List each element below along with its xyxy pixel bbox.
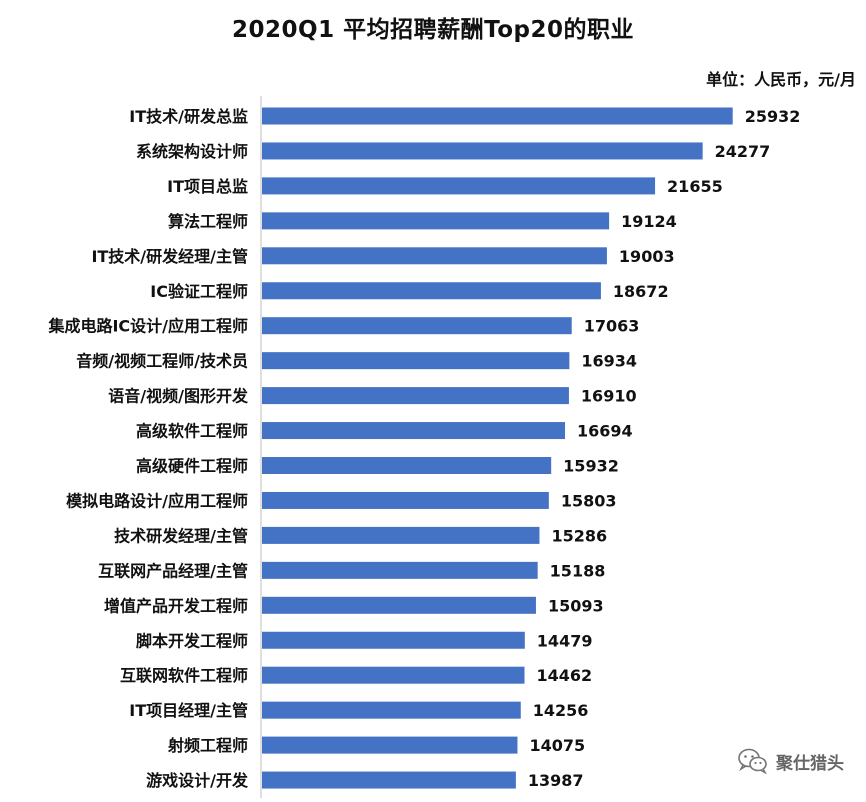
category-label: 语音/视频/图形开发 [108, 387, 249, 406]
category-label: 高级软件工程师 [136, 422, 248, 441]
bar-4 [262, 212, 610, 230]
value-label: 14256 [533, 701, 589, 720]
category-label: 技术研发经理/主管 [114, 526, 248, 545]
category-label: 高级硬件工程师 [136, 457, 248, 476]
category-label: 互联网软件工程师 [120, 666, 248, 685]
category-label: 算法工程师 [168, 212, 248, 231]
value-label: 14462 [536, 666, 592, 685]
category-label: 集成电路IC设计/应用工程师 [47, 317, 248, 336]
value-label: 16910 [581, 387, 637, 406]
bar-17 [262, 666, 525, 684]
unit-label: 单位：人民币，元/月 [706, 70, 856, 89]
value-labels: 25932 24277 21655 19124 19003 18672 17063 16934… [528, 107, 800, 790]
bar-19 [262, 736, 518, 754]
value-label: 24277 [715, 142, 771, 161]
bar-14 [262, 561, 538, 579]
bar-10 [262, 422, 566, 440]
bars-layer [262, 107, 733, 789]
bar-3 [262, 177, 656, 195]
bar-12 [262, 491, 549, 509]
value-label: 19003 [619, 247, 675, 266]
category-label: 射频工程师 [167, 736, 248, 755]
category-label: IT技术/研发总监 [129, 107, 248, 126]
bar-8 [262, 352, 570, 370]
value-label: 17063 [584, 317, 640, 336]
category-label: IT技术/研发经理/主管 [91, 247, 248, 266]
bar-7 [262, 317, 572, 335]
bar-13 [262, 526, 540, 544]
category-label: 音频/视频工程师/技术员 [76, 352, 248, 371]
bar-5 [262, 247, 607, 265]
value-label: 15093 [548, 596, 604, 615]
bar-2 [262, 142, 703, 160]
value-label: 13987 [528, 771, 584, 790]
chart-title: 2020Q1 平均招聘薪酬Top20的职业 [232, 17, 634, 43]
bar-18 [262, 701, 521, 719]
watermark-text: 聚仕猎头 [776, 753, 844, 774]
value-label: 21655 [667, 177, 723, 196]
category-label: 游戏设计/开发 [146, 771, 249, 790]
value-label: 25932 [745, 107, 801, 126]
category-label: 系统架构设计师 [136, 142, 248, 161]
bar-11 [262, 457, 552, 474]
bar-1 [262, 107, 733, 125]
category-label: 增值产品开发工程师 [104, 596, 248, 615]
value-label: 15188 [550, 561, 606, 580]
value-label: 15803 [561, 491, 617, 510]
value-label: 14075 [529, 736, 585, 755]
value-label: 16934 [581, 352, 637, 371]
category-label: 模拟电路设计/应用工程师 [66, 491, 248, 510]
bar-6 [262, 282, 601, 300]
bar-9 [262, 387, 569, 405]
bar-15 [262, 596, 536, 614]
wechat-icon [738, 748, 767, 774]
category-label: IC验证工程师 [150, 282, 248, 301]
value-label: 15286 [551, 526, 607, 545]
category-label: IT项目经理/主管 [129, 701, 248, 720]
watermark: 聚仕猎头 [738, 748, 844, 774]
value-label: 14479 [537, 631, 593, 650]
category-label: 互联网产品经理/主管 [98, 561, 248, 580]
category-label: 脚本开发工程师 [136, 631, 248, 650]
value-label: 18672 [613, 282, 669, 301]
bar-20 [262, 771, 516, 789]
value-label: 16694 [577, 422, 633, 441]
bar-16 [262, 631, 525, 649]
value-label: 19124 [621, 212, 677, 231]
value-label: 15932 [563, 457, 619, 476]
category-label: IT项目总监 [167, 177, 248, 196]
